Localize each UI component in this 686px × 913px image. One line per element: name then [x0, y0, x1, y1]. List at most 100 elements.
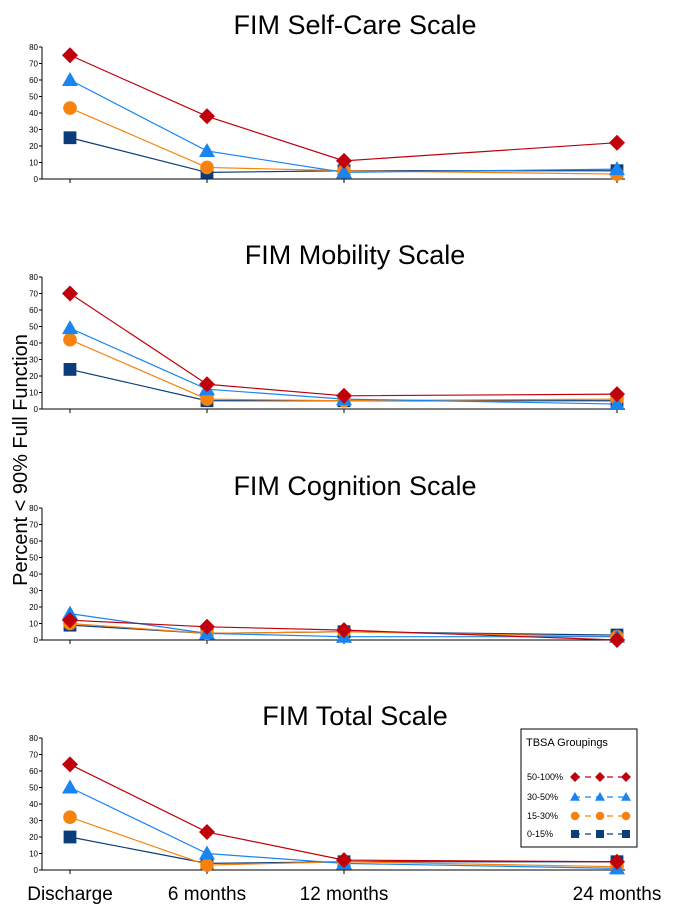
data-point-50-100%: [336, 387, 352, 404]
y-tick-label: 40: [29, 570, 38, 579]
data-point-15-30%: [63, 332, 77, 347]
data-point-50-100%: [336, 852, 352, 869]
data-point-50-100%: [336, 622, 352, 639]
data-point-50-100%: [199, 376, 215, 393]
y-tick-label: 20: [29, 603, 38, 612]
series-line-15-30%: [69, 816, 618, 868]
data-point-50-100%: [62, 756, 78, 773]
y-tick-label: 70: [29, 60, 38, 69]
data-point-30-50%: [62, 320, 78, 335]
panel-2: FIM Mobility Scale 0 10 20 30 40 50 60 70 80: [29, 240, 625, 414]
data-point-50-100%: [199, 108, 215, 125]
panel-title: FIM Total Scale: [262, 701, 448, 731]
y-tick-label: 50: [29, 93, 38, 102]
data-point-50-100%: [199, 618, 215, 635]
legend-marker-0-15%: [596, 830, 604, 838]
legend-marker-50-100%: [621, 772, 631, 782]
data-point-0-15%: [63, 363, 77, 376]
legend-box: [520, 728, 638, 848]
series-line-50-100%: [69, 54, 618, 162]
panel-title: FIM Cognition Scale: [233, 471, 476, 501]
data-point-15-30%: [200, 160, 214, 175]
y-tick-label: 30: [29, 356, 38, 365]
data-point-0-15%: [63, 131, 77, 145]
y-tick-label: 30: [29, 126, 38, 135]
series-line-0-15%: [69, 368, 617, 402]
y-tick-label: 40: [29, 109, 38, 118]
series-line-15-30%: [69, 622, 618, 638]
series-line-30-50%: [69, 786, 618, 869]
series-line-30-50%: [69, 79, 618, 174]
data-point-50-100%: [62, 612, 78, 629]
series-line-0-15%: [69, 836, 617, 865]
y-tick-label: 40: [29, 800, 38, 809]
data-point-50-100%: [336, 152, 352, 169]
series-line-50-100%: [69, 292, 618, 397]
y-tick-label: 80: [29, 504, 38, 513]
panel-3: FIM Cognition Scale 0 10 20 30 40 50 60 70 80: [29, 471, 625, 648]
panel-title: FIM Self-Care Scale: [233, 10, 476, 40]
data-point-50-100%: [609, 134, 625, 151]
y-tick-label: 20: [29, 142, 38, 151]
data-point-15-30%: [200, 392, 214, 406]
y-tick-label: 10: [29, 620, 38, 629]
x-tick-label: 24 months: [573, 884, 662, 905]
data-point-50-100%: [609, 386, 625, 403]
panel-1: FIM Self-Care Scale 0 10 20 30 40 50 60 70 80: [29, 10, 625, 184]
legend-marker-0-15%: [571, 830, 579, 838]
legend-marker-15-30%: [595, 811, 605, 821]
legend-marker-15-30%: [570, 811, 580, 821]
data-point-30-50%: [199, 142, 215, 157]
y-tick-label: 30: [29, 587, 38, 596]
y-tick-label: 10: [29, 850, 38, 859]
x-tick-label: 12 months: [300, 884, 389, 905]
series-line-15-30%: [69, 107, 618, 175]
data-point-15-30%: [63, 101, 77, 115]
y-tick-label: 70: [29, 521, 38, 530]
legend-marker-50-100%: [570, 772, 580, 782]
y-tick-label: 80: [29, 43, 38, 52]
data-point-15-30%: [200, 858, 214, 872]
y-tick-label: 50: [29, 554, 38, 563]
y-tick-label: 40: [29, 339, 38, 348]
legend: TBSA Groupings 50-100% 30-50% 15-30% 0-15%: [520, 728, 638, 848]
data-point-30-50%: [199, 845, 215, 860]
chart-panels: FIM Self-Care Scale01020304050607080FIM …: [29, 10, 625, 875]
legend-marker-50-100%: [595, 772, 605, 782]
data-point-50-100%: [609, 853, 625, 870]
series-line-15-30%: [69, 339, 618, 402]
x-tick-label: Discharge: [27, 884, 113, 905]
panel-title: FIM Mobility Scale: [245, 240, 466, 270]
data-point-15-30%: [63, 810, 77, 824]
y-tick-label: 50: [29, 323, 38, 332]
series-line-30-50%: [69, 327, 618, 405]
legend-marker-30-50%: [595, 792, 605, 801]
y-tick-label: 20: [29, 372, 38, 381]
series-line-50-100%: [69, 619, 618, 641]
y-tick-label: 70: [29, 290, 38, 299]
panel-4: FIM Total Scale 0 10 20 30 40 50 60 70 80: [29, 701, 625, 875]
y-tick-label: 30: [29, 817, 38, 826]
y-tick-label: 10: [29, 159, 38, 168]
y-tick-label: 20: [29, 833, 38, 842]
y-tick-label: 60: [29, 76, 38, 85]
y-tick-label: 10: [29, 389, 38, 398]
legend-marker-30-50%: [570, 792, 580, 801]
legend-marker-0-15%: [622, 830, 630, 838]
data-point-30-50%: [62, 779, 78, 794]
legend-marker-15-30%: [621, 811, 631, 821]
legend-label: 15-30%: [527, 811, 558, 821]
legend-marker-30-50%: [621, 792, 631, 801]
y-tick-label: 60: [29, 306, 38, 315]
series-line-50-100%: [69, 763, 618, 863]
data-point-30-50%: [336, 164, 352, 179]
data-point-30-50%: [609, 161, 625, 176]
legend-label: 50-100%: [527, 772, 563, 782]
data-point-50-100%: [609, 632, 625, 648]
legend-label: 30-50%: [527, 792, 558, 802]
y-tick-label: 60: [29, 537, 38, 546]
data-point-30-50%: [62, 72, 78, 86]
data-point-0-15%: [63, 830, 77, 844]
y-tick-label: 50: [29, 784, 38, 793]
